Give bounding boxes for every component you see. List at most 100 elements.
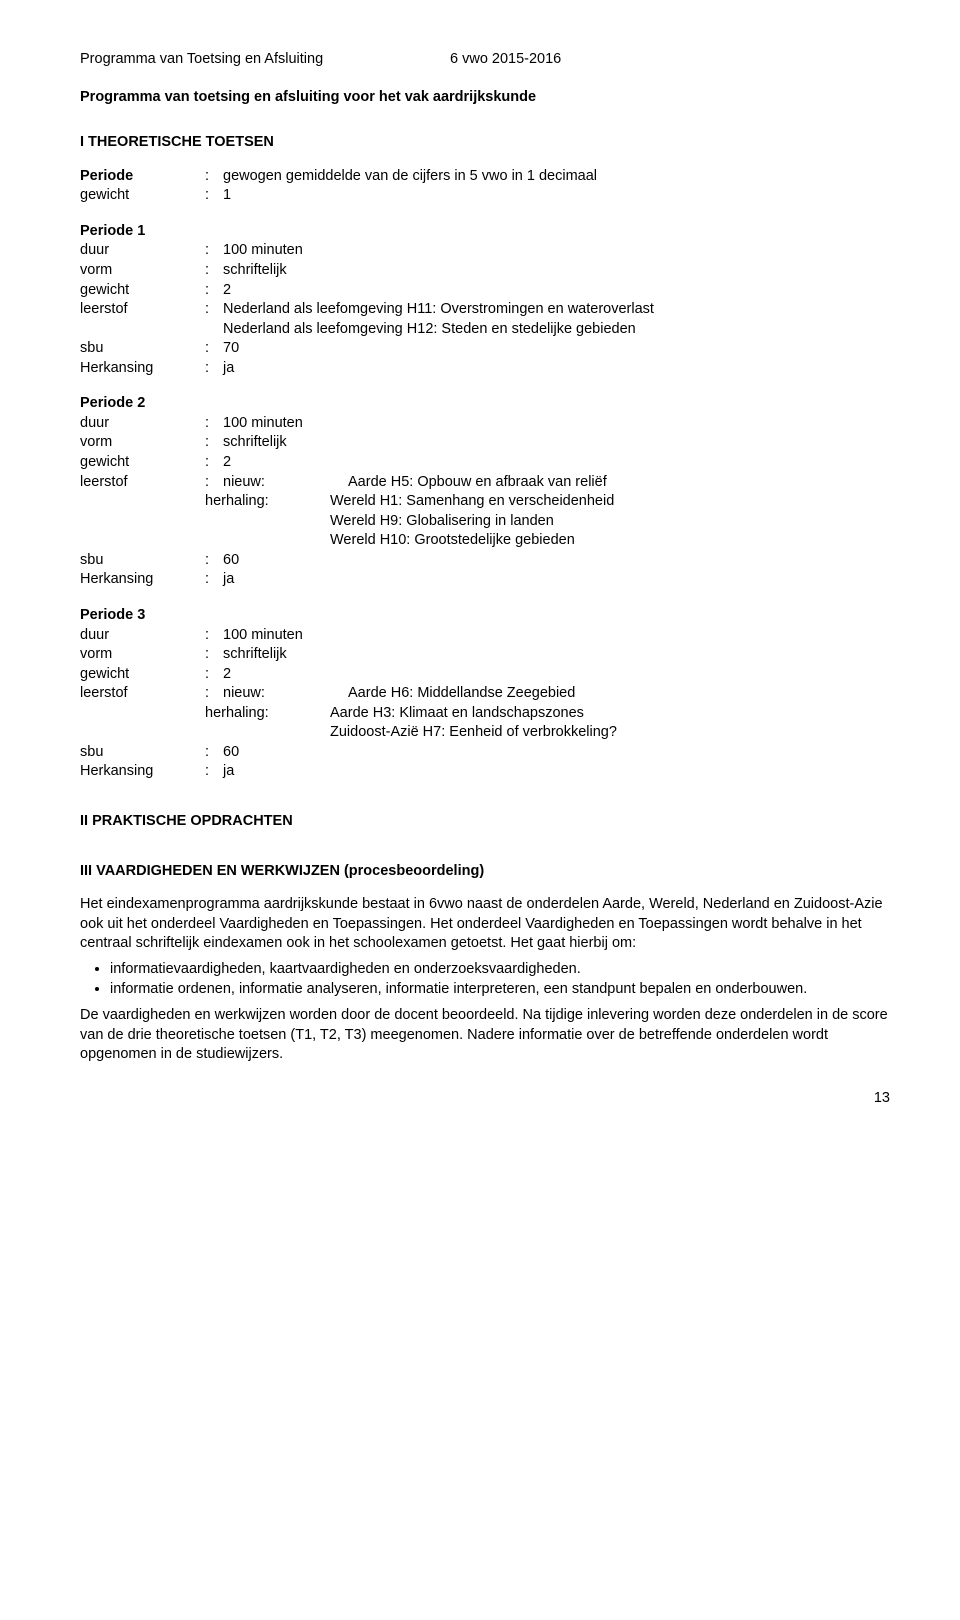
list-item: informatievaardigheden, kaartvaardighede… [110, 960, 890, 980]
label: sbu [80, 743, 205, 763]
subvalue: Wereld H9: Globalisering in landen [330, 512, 890, 532]
value: 60 [223, 743, 890, 763]
label: leerstof [80, 684, 205, 704]
p2-sbu-row: sbu : 60 [80, 551, 890, 571]
p3-nieuw-row: nieuw: Aarde H6: Middellandse Zeegebied [223, 684, 890, 704]
running-header: Programma van Toetsing en Afsluiting 6 v… [80, 50, 890, 70]
label: leerstof [80, 300, 205, 320]
body-para-1: Het eindexamenprogramma aardrijkskunde b… [80, 895, 890, 954]
label: vorm [80, 433, 205, 453]
value: Nederland als leefomgeving H11: Overstro… [223, 300, 890, 320]
value-periode: gewogen gemiddelde van de cijfers in 5 v… [223, 167, 890, 187]
p2-herhaling-row-2: Wereld H9: Globalisering in landen [205, 512, 890, 532]
bullet-list: informatievaardigheden, kaartvaardighede… [110, 960, 890, 1000]
p1-duur-row: duur : 100 minuten [80, 241, 890, 261]
subvalue: Aarde H5: Opbouw en afbraak van reliëf [348, 473, 890, 493]
label-periode: Periode [80, 167, 205, 187]
label: duur [80, 626, 205, 646]
label: leerstof [80, 473, 205, 493]
colon: : [205, 743, 223, 763]
p2-vorm-row: vorm : schriftelijk [80, 433, 890, 453]
colon: : [205, 414, 223, 434]
colon: : [205, 626, 223, 646]
p1-gewicht-row: gewicht : 2 [80, 281, 890, 301]
label: duur [80, 241, 205, 261]
subvalue: Aarde H3: Klimaat en landschapszones [330, 704, 890, 724]
section-2-heading: II PRAKTISCHE OPDRACHTEN [80, 812, 890, 832]
sublabel: herhaling: [205, 492, 330, 512]
label: gewicht [80, 665, 205, 685]
subvalue: Aarde H6: Middellandse Zeegebied [348, 684, 890, 704]
colon: : [205, 241, 223, 261]
p2-leerstof-row: leerstof : nieuw: Aarde H5: Opbouw en af… [80, 473, 890, 493]
subvalue: Wereld H10: Grootstedelijke gebieden [330, 531, 890, 551]
colon: : [205, 473, 223, 493]
value-gewicht: 1 [223, 186, 890, 206]
colon: : [205, 281, 223, 301]
section-3-heading: III VAARDIGHEDEN EN WERKWIJZEN (procesbe… [80, 862, 890, 882]
label: vorm [80, 261, 205, 281]
sublabel-empty [205, 512, 330, 532]
sublabel-empty [205, 723, 330, 743]
p2-nieuw-row: nieuw: Aarde H5: Opbouw en afbraak van r… [223, 473, 890, 493]
value: 70 [223, 339, 890, 359]
colon: : [205, 551, 223, 571]
colon-empty [205, 320, 223, 340]
label-empty [80, 320, 205, 340]
sublabel: nieuw: [223, 684, 348, 704]
colon: : [205, 665, 223, 685]
label: sbu [80, 339, 205, 359]
p3-sbu-row: sbu : 60 [80, 743, 890, 763]
value: 2 [223, 665, 890, 685]
body-para-2: De vaardigheden en werkwijzen worden doo… [80, 1006, 890, 1065]
label: gewicht [80, 281, 205, 301]
p1-sbu-row: sbu : 70 [80, 339, 890, 359]
p3-herkansing-row: Herkansing : ja [80, 762, 890, 782]
section-1-heading: I THEORETISCHE TOETSEN [80, 133, 890, 153]
periode-2-heading: Periode 2 [80, 394, 890, 414]
value: 100 minuten [223, 626, 890, 646]
value: ja [223, 359, 890, 379]
colon: : [205, 261, 223, 281]
p1-leerstof-row: leerstof : Nederland als leefomgeving H1… [80, 300, 890, 320]
p3-herhaling-row: herhaling: Aarde H3: Klimaat en landscha… [205, 704, 890, 724]
subvalue: Zuidoost-Azië H7: Eenheid of verbrokkeli… [330, 723, 890, 743]
p2-duur-row: duur : 100 minuten [80, 414, 890, 434]
value: 100 minuten [223, 414, 890, 434]
value: ja [223, 762, 890, 782]
colon: : [205, 433, 223, 453]
label: Herkansing [80, 762, 205, 782]
p3-herhaling-row-2: Zuidoost-Azië H7: Eenheid of verbrokkeli… [205, 723, 890, 743]
value: ja [223, 570, 890, 590]
p2-herhaling-block: herhaling: Wereld H1: Samenhang en versc… [80, 492, 890, 551]
colon: : [205, 359, 223, 379]
sublabel: nieuw: [223, 473, 348, 493]
header-left: Programma van Toetsing en Afsluiting [80, 50, 450, 70]
p2-herhaling-row-3: Wereld H10: Grootstedelijke gebieden [205, 531, 890, 551]
label: Herkansing [80, 570, 205, 590]
colon: : [205, 645, 223, 665]
colon: : [205, 167, 223, 187]
page-title: Programma van toetsing en afsluiting voo… [80, 88, 890, 108]
sublabel: herhaling: [205, 704, 330, 724]
periode-3-heading: Periode 3 [80, 606, 890, 626]
p2-herhaling-row: herhaling: Wereld H1: Samenhang en versc… [205, 492, 890, 512]
label: gewicht [80, 453, 205, 473]
page-number: 13 [80, 1089, 890, 1109]
colon: : [205, 339, 223, 359]
top-periode-row: Periode : gewogen gemiddelde van de cijf… [80, 167, 890, 187]
colon: : [205, 762, 223, 782]
p2-herkansing-row: Herkansing : ja [80, 570, 890, 590]
label: duur [80, 414, 205, 434]
header-right: 6 vwo 2015-2016 [450, 50, 561, 70]
value: 100 minuten [223, 241, 890, 261]
p3-leerstof-value: nieuw: Aarde H6: Middellandse Zeegebied [223, 684, 890, 704]
p1-leerstof-row-2: Nederland als leefomgeving H12: Steden e… [80, 320, 890, 340]
label: vorm [80, 645, 205, 665]
label-gewicht: gewicht [80, 186, 205, 206]
value: schriftelijk [223, 433, 890, 453]
p1-vorm-row: vorm : schriftelijk [80, 261, 890, 281]
colon: : [205, 300, 223, 320]
subvalue: Wereld H1: Samenhang en verscheidenheid [330, 492, 890, 512]
value: schriftelijk [223, 261, 890, 281]
